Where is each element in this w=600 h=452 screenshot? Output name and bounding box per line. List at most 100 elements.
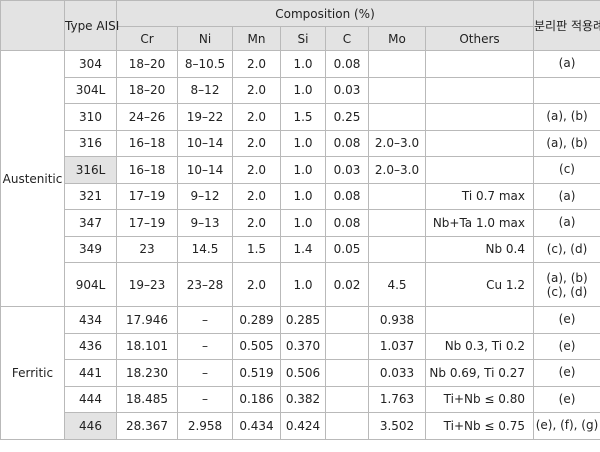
application-line: (c), (d) <box>546 284 588 299</box>
table-row: 446 28.367 2.958 0.434 0.424 3.502 Ti+Nb… <box>1 412 600 440</box>
c-cell: 0.08 <box>325 209 369 237</box>
ni-cell: 9–13 <box>177 209 233 237</box>
si-cell: 1.0 <box>280 209 326 237</box>
type-cell: 904L <box>64 262 117 307</box>
application-cell: (e) <box>533 385 600 413</box>
table-row: Ferritic 434 17.946 – 0.289 0.285 0.938 … <box>0 306 600 440</box>
mn-cell: 2.0 <box>232 156 281 184</box>
ni-cell: 2.958 <box>177 412 233 440</box>
application-cell: (e), (f), (g) <box>533 412 600 440</box>
mo-cell <box>368 182 426 210</box>
ni-cell: 14.5 <box>177 235 233 263</box>
ni-cell: 8–10.5 <box>177 50 233 78</box>
table-row: 316L 16–18 10–14 2.0 1.0 0.03 2.0–3.0 (c… <box>1 156 600 184</box>
mn-cell: 2.0 <box>232 103 281 131</box>
others-cell: Nb 0.4 <box>424 235 535 263</box>
application-cell: (c), (d) <box>533 235 600 263</box>
others-cell <box>424 129 535 157</box>
application-header: 분리판 적용례 <box>533 0 600 51</box>
si-cell: 0.382 <box>280 385 326 413</box>
mo-cell: 3.502 <box>368 412 426 440</box>
application-cell: (a), (b) (c), (d) <box>533 262 600 307</box>
cr-cell: 17–19 <box>116 209 178 237</box>
si-cell: 0.506 <box>280 359 326 387</box>
type-header: Type AISI <box>64 0 119 51</box>
si-cell: 1.0 <box>280 50 326 78</box>
si-cell: 0.424 <box>280 412 326 440</box>
mo-cell: 1.763 <box>368 385 426 413</box>
application-cell: (e) <box>533 359 600 387</box>
c-cell: 0.08 <box>325 129 369 157</box>
table-row: 347 17–19 9–13 2.0 1.0 0.08 Nb+Ta 1.0 ma… <box>1 209 600 237</box>
si-cell: 1.0 <box>280 156 326 184</box>
ni-cell: – <box>177 332 233 360</box>
si-cell: 1.5 <box>280 103 326 131</box>
group-label-austenitic: Austenitic <box>0 50 65 307</box>
type-cell: 434 <box>64 306 117 334</box>
others-cell: Nb 0.69, Ti 0.27 <box>424 359 535 387</box>
others-cell <box>424 306 535 334</box>
mo-cell: 0.938 <box>368 306 426 334</box>
si-cell: 1.0 <box>280 129 326 157</box>
c-cell: 0.05 <box>325 235 369 263</box>
mo-cell: 2.0–3.0 <box>368 156 426 184</box>
ni-cell: 10–14 <box>177 129 233 157</box>
c-cell: 0.25 <box>325 103 369 131</box>
ni-cell: – <box>177 306 233 334</box>
mn-cell: 0.434 <box>232 412 281 440</box>
type-cell: 316 <box>64 129 117 157</box>
mo-cell <box>368 103 426 131</box>
cr-cell: 18.101 <box>116 332 178 360</box>
c-cell: 0.08 <box>325 50 369 78</box>
mo-cell <box>368 209 426 237</box>
column-header-others: Others <box>424 26 535 51</box>
table-row: 304L 18–20 8–12 2.0 1.0 0.03 <box>1 76 600 104</box>
si-cell: 1.0 <box>280 262 326 307</box>
cr-cell: 23 <box>116 235 178 263</box>
mo-cell: 2.0–3.0 <box>368 129 426 157</box>
ni-cell: 19–22 <box>177 103 233 131</box>
c-cell: 0.02 <box>325 262 369 307</box>
application-cell: (a), (b) <box>533 129 600 157</box>
si-cell: 0.285 <box>280 306 326 334</box>
others-cell: Ti+Nb ≤ 0.80 <box>424 385 535 413</box>
mn-cell: 2.0 <box>232 182 281 210</box>
table-row: 349 23 14.5 1.5 1.4 0.05 Nb 0.4 (c), (d) <box>1 235 600 263</box>
table-row: 904L 19–23 23–28 2.0 1.0 0.02 4.5 Cu 1.2… <box>1 262 600 307</box>
application-cell: (a), (b) <box>533 103 600 131</box>
type-cell: 304 <box>64 50 117 78</box>
type-cell: 441 <box>64 359 117 387</box>
group-label-ferritic: Ferritic <box>0 306 65 440</box>
application-cell: (c) <box>533 156 600 184</box>
application-cell: (a) <box>533 50 600 78</box>
others-cell: Nb 0.3, Ti 0.2 <box>424 332 535 360</box>
mo-cell: 0.033 <box>368 359 426 387</box>
mo-cell <box>368 50 426 78</box>
type-cell: 347 <box>64 209 117 237</box>
ni-cell: 23–28 <box>177 262 233 307</box>
ni-cell: 9–12 <box>177 182 233 210</box>
others-cell: Ti 0.7 max <box>424 182 535 210</box>
cr-cell: 19–23 <box>116 262 178 307</box>
application-cell <box>533 76 600 104</box>
column-header-ni: Ni <box>177 26 233 51</box>
column-header-c: C <box>325 26 369 51</box>
application-cell: (e) <box>533 332 600 360</box>
cr-cell: 18–20 <box>116 50 178 78</box>
mo-cell: 1.037 <box>368 332 426 360</box>
type-cell: 446 <box>64 412 117 440</box>
type-cell: 349 <box>64 235 117 263</box>
c-cell <box>325 412 369 440</box>
cr-cell: 16–18 <box>116 129 178 157</box>
column-header-cr: Cr <box>116 26 178 51</box>
cr-cell: 17.946 <box>116 306 178 334</box>
stainless-steel-composition-table: Type AISI Composition (%) 분리판 적용례 Cr Ni … <box>0 0 600 440</box>
si-cell: 1.4 <box>280 235 326 263</box>
type-cell: 321 <box>64 182 117 210</box>
table-row: 310 24–26 19–22 2.0 1.5 0.25 (a), (b) <box>1 103 600 131</box>
cr-cell: 24–26 <box>116 103 178 131</box>
ni-cell: 10–14 <box>177 156 233 184</box>
type-cell: 444 <box>64 385 117 413</box>
column-header-mo: Mo <box>368 26 426 51</box>
composition-header: Composition (%) <box>115 0 535 27</box>
